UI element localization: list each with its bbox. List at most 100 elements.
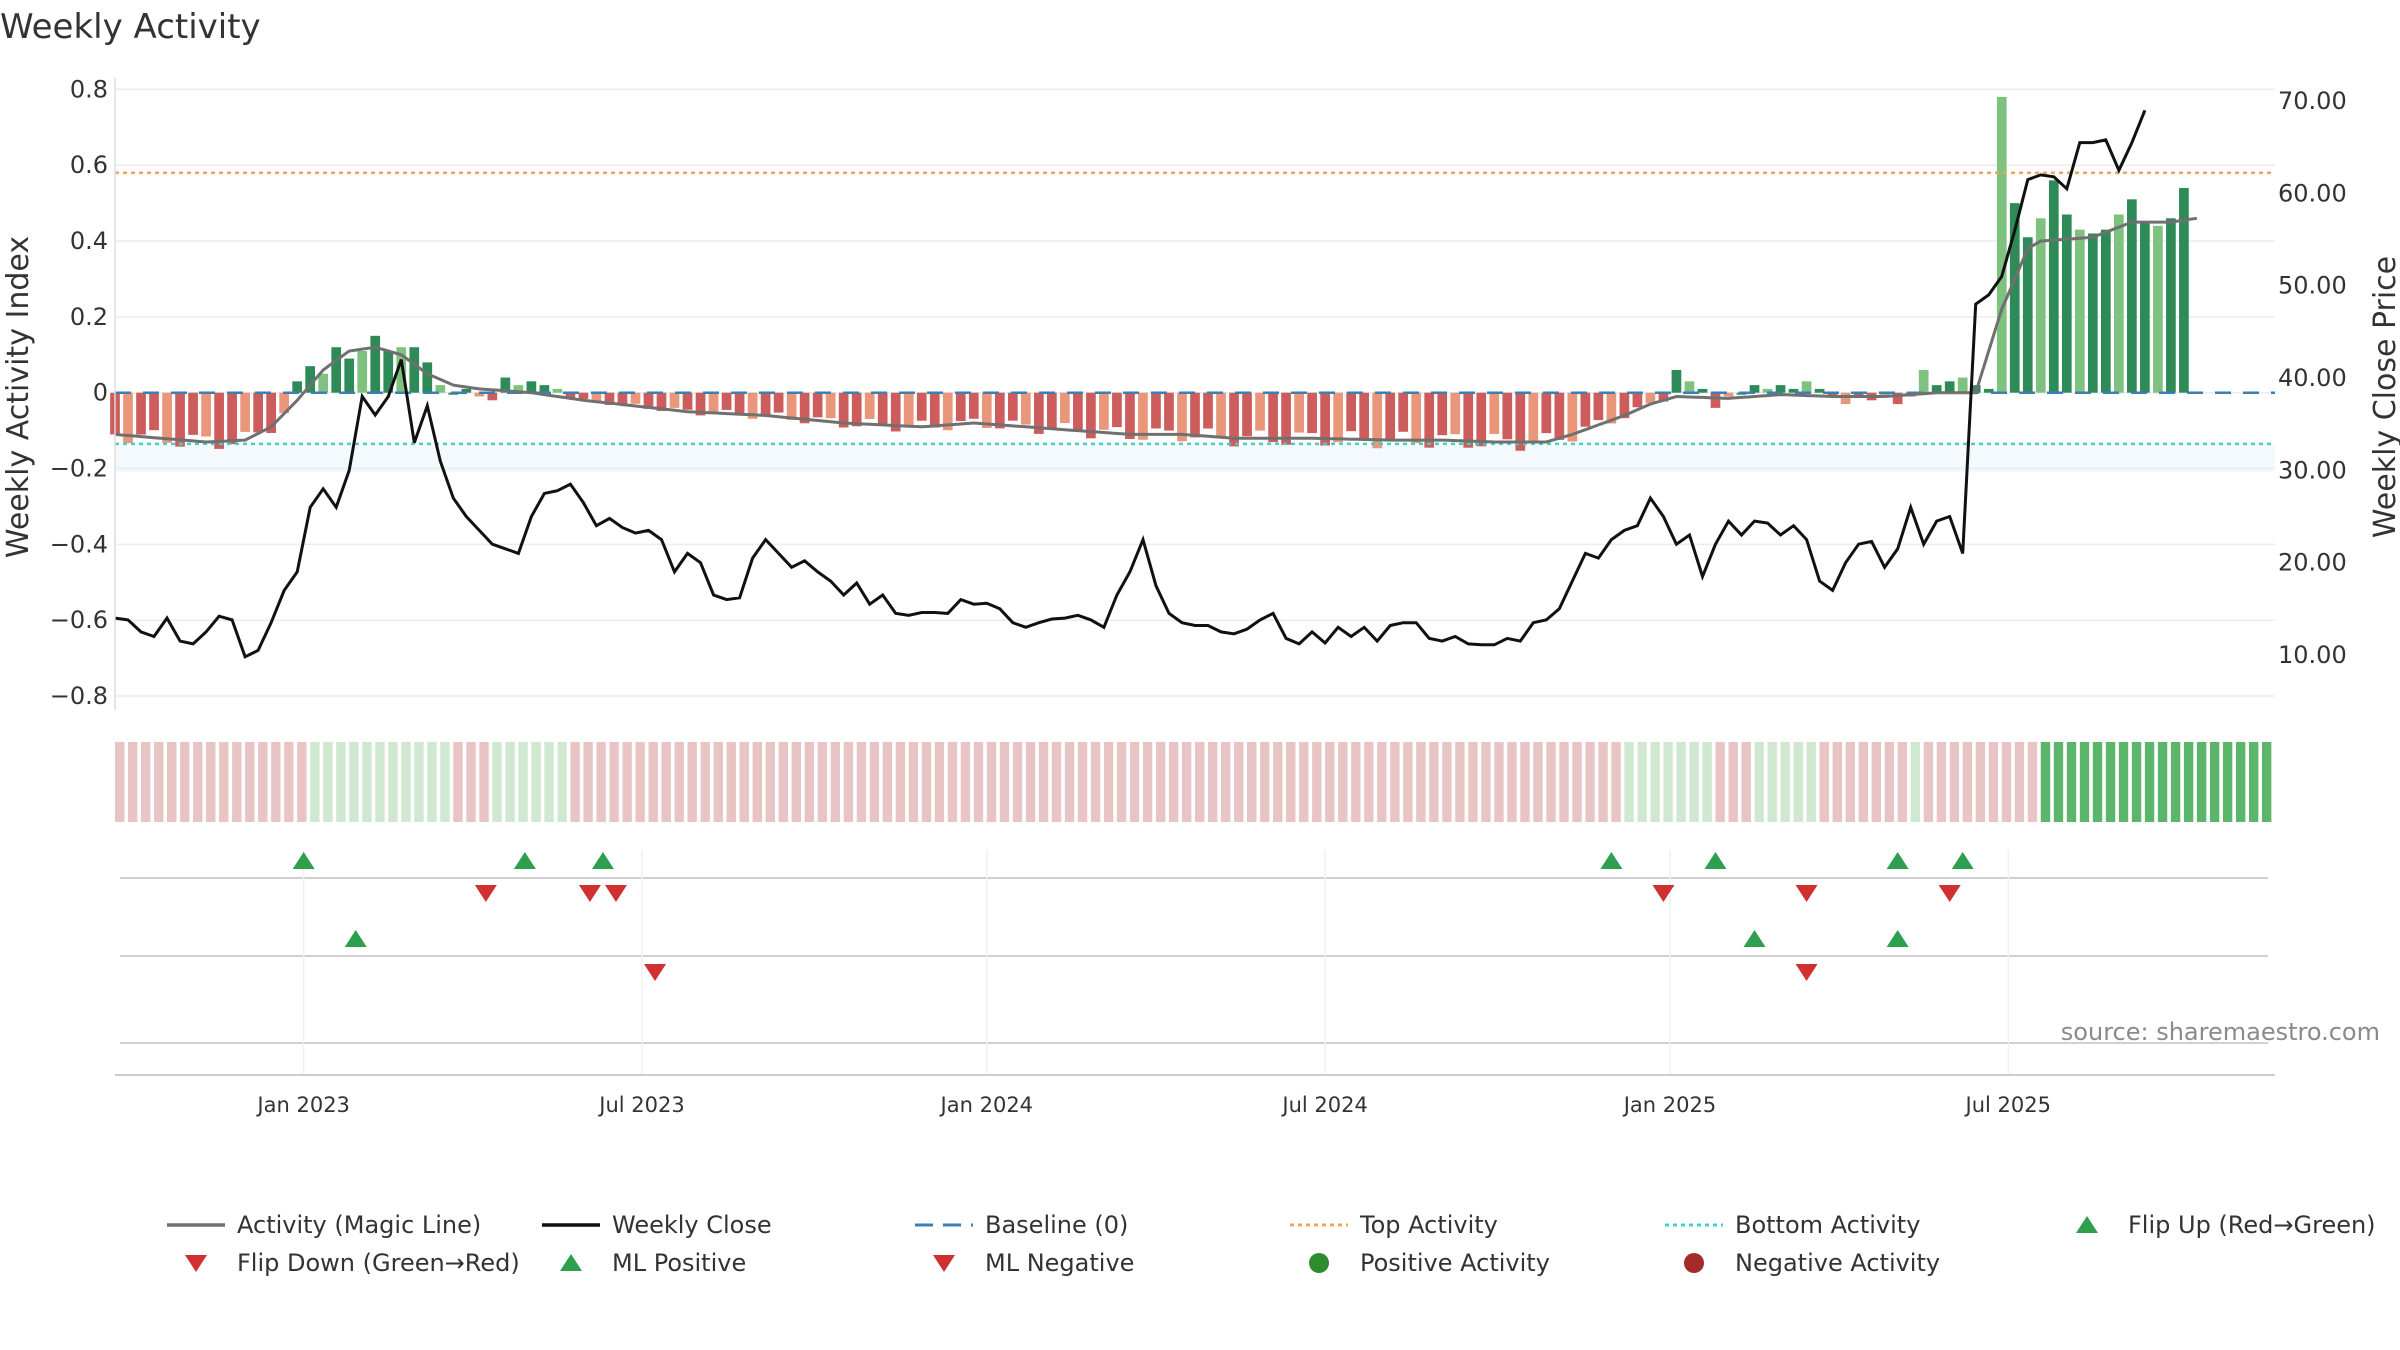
flip-up-marker [513,852,536,869]
state-bar-red [232,742,242,822]
state-bar-strong-green [2222,742,2233,822]
activity-bar-positive [1697,388,1708,393]
activity-bar-negative [123,392,133,444]
activity-bar-positive [331,347,342,393]
y-axis-ticks: 0.8 0.6 0.4 0.2 0 −0.2 −0.4 −0.6 −0.8 [50,75,108,710]
state-bar-red [453,742,463,822]
activity-bar-negative [1164,392,1174,431]
flip-down-marker [1652,885,1675,902]
activity-bar-positive [539,385,550,393]
state-bar-green [1793,742,1803,822]
activity-bar-negative [1320,392,1330,446]
activity-bar-negative [760,392,771,415]
activity-bar-positive [1996,96,2007,393]
legend-label: Activity (Magic Line) [237,1211,481,1239]
activity-bar-positive [2061,214,2072,393]
activity-bar-negative [1060,392,1070,424]
state-bar-red [817,742,828,822]
y2-axis-label: Weekly Close Price [2368,256,2400,538]
activity-bar-negative [1840,392,1851,405]
signal-gridlines [120,850,2268,1075]
gridlines [115,88,2275,697]
activity-bar-negative [929,392,940,428]
state-bar-strong-green [2105,742,2116,822]
activity-bar-negative [188,392,198,435]
state-bar-red [245,742,255,822]
activity-bar-positive [292,381,303,393]
state-bar-red [258,742,268,822]
state-bar-red [271,742,281,822]
state-bar-green [1780,742,1790,822]
flip-down-marker [1938,885,1961,902]
activity-bar-negative [1515,392,1526,451]
y-axis-label: Weekly Activity Index [1,236,36,558]
state-bar-red [2001,742,2012,822]
activity-bar-positive [513,385,524,393]
state-bar-green [375,742,385,822]
state-bar-red [856,742,867,822]
activity-bar-negative [955,392,966,422]
state-bar-green [1806,742,1816,822]
activity-bar-positive [357,351,368,393]
activity-bar-negative [643,392,654,409]
state-bar-red [1286,742,1296,822]
state-bar-red [570,742,580,822]
state-bar-red [1260,742,1270,822]
state-bar-red [1338,742,1348,822]
y2-tick-label: 70.00 [2278,87,2347,115]
y-tick-label: −0.4 [50,530,108,558]
state-bar-red [141,742,151,822]
state-bar-green [1650,742,1660,822]
activity-bar-negative [1463,392,1474,448]
activity-bar-negative [1528,392,1539,443]
y-tick-label: 0.4 [70,227,108,255]
activity-bar-positive [1957,377,1968,393]
activity-bar-negative [682,392,693,410]
activity-bar-negative [773,392,784,413]
flip-up-marker [591,852,614,869]
state-bar-red [2027,742,2038,822]
activity-magic-line [114,216,2198,444]
state-bar-red [1116,742,1127,822]
state-bar-red [1325,742,1335,822]
state-bar-green [1767,742,1777,822]
state-bar-red [1103,742,1114,822]
y-tick-label: 0.6 [70,151,108,179]
state-bar-strong-green [2118,742,2129,822]
activity-bar-negative [1255,392,1265,431]
state-bar-red [869,742,880,822]
state-bar-green [349,742,359,822]
activity-bar-negative [1554,392,1565,440]
state-bar-green [1637,742,1647,822]
activity-bar-negative [1437,392,1448,436]
activity-bar-negative [201,392,211,437]
activity-bar-negative [1216,392,1226,438]
state-bar-red [1871,742,1881,822]
activity-bar-negative [1411,392,1422,444]
y2-tick-label: 30.00 [2278,456,2347,484]
activity-bar-negative [630,392,641,404]
state-bar-strong-green [2183,742,2194,822]
state-bar-strong-green [2079,742,2090,822]
flip-up-marker [1704,852,1727,869]
state-bar-red [1728,742,1738,822]
state-bar-red [661,742,671,822]
legend-up-triangle-icon [560,1254,582,1271]
y2-tick-label: 50.00 [2278,272,2347,300]
state-bar-red [1168,742,1179,822]
state-bar-red [1364,742,1374,822]
state-bar-red [1273,742,1283,822]
activity-bar-negative [1073,392,1083,432]
activity-bar-negative [1853,392,1864,397]
state-bar-red [947,742,958,822]
activity-bar-negative [786,392,797,420]
state-bar-red [1403,742,1413,822]
activity-bar-negative [747,392,758,419]
activity-bar-positive [2048,180,2059,393]
state-bar-strong-green [2040,742,2051,822]
state-bar-red [804,742,815,822]
activity-state-strip [115,742,2272,822]
activity-bar-negative [565,392,576,399]
state-bar-red [2014,742,2025,822]
x-tick-label: Jan 2024 [939,1093,1034,1117]
